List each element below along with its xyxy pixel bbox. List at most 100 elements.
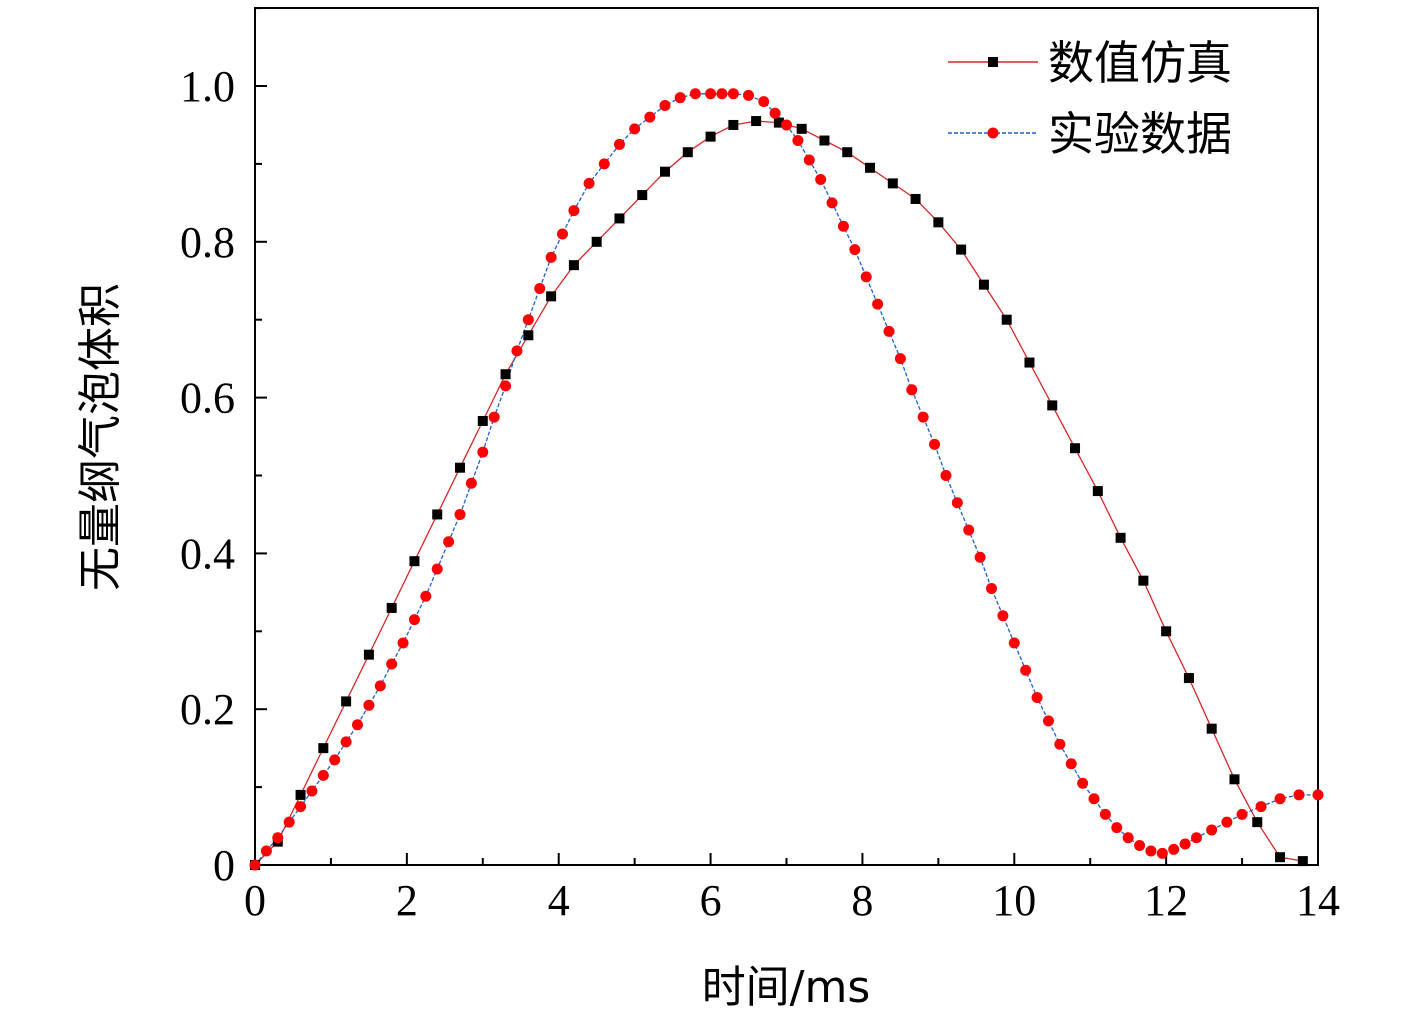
data-point-series-1 [728, 119, 739, 130]
legend-label-1: 数值仿真 [1048, 36, 1232, 90]
data-point-series-1 [637, 190, 648, 201]
data-point-series-2 [408, 614, 420, 626]
data-point-series-1 [819, 135, 830, 146]
lines-layer [254, 93, 1318, 866]
data-point-series-2 [689, 88, 701, 100]
data-point-series-1 [295, 789, 306, 800]
data-point-series-2 [769, 107, 781, 119]
data-point-series-2 [674, 92, 686, 104]
data-point-series-2 [583, 177, 595, 189]
data-point-series-2 [803, 154, 815, 166]
data-point-series-1 [318, 743, 329, 754]
data-point-series-2 [522, 314, 534, 326]
data-point-series-1 [363, 649, 374, 660]
data-point-series-1 [978, 279, 989, 290]
data-point-series-2 [1255, 801, 1267, 813]
data-point-series-2 [727, 88, 739, 100]
data-point-series-2 [454, 508, 466, 520]
y-tick-label: 0 [213, 841, 235, 890]
data-point-series-1 [682, 147, 693, 158]
data-point-series-2 [1191, 832, 1203, 844]
data-point-series-1 [1001, 314, 1012, 325]
data-point-series-2 [849, 244, 861, 256]
data-point-series-2 [705, 88, 717, 100]
data-point-series-2 [465, 477, 477, 489]
data-point-series-1 [865, 162, 876, 173]
data-point-series-1 [842, 147, 853, 158]
data-point-series-1 [1024, 357, 1035, 368]
data-point-series-1 [660, 166, 671, 177]
data-point-series-2 [329, 754, 341, 766]
series-line-2 [254, 93, 1318, 866]
y-tick-label: 0.8 [180, 218, 235, 267]
data-point-series-2 [1008, 637, 1020, 649]
data-point-series-2 [534, 283, 546, 295]
data-point-series-2 [374, 680, 386, 692]
data-point-series-1 [773, 117, 784, 128]
data-point-series-1 [1275, 852, 1286, 863]
data-point-series-1 [614, 213, 625, 224]
data-point-series-1 [591, 236, 602, 247]
data-point-series-2 [1145, 845, 1157, 857]
data-point-series-2 [340, 736, 352, 748]
data-point-series-2 [826, 197, 838, 209]
data-point-series-2 [557, 228, 569, 240]
data-point-series-1 [933, 217, 944, 228]
data-point-series-1 [477, 415, 488, 426]
y-tick-label: 0.6 [180, 374, 235, 423]
data-point-series-2 [283, 816, 295, 828]
legend-label-2: 实验数据 [1048, 107, 1232, 161]
data-point-series-2 [1134, 840, 1146, 852]
data-point-series-2 [1065, 758, 1077, 770]
x-tick-label: 12 [1144, 876, 1188, 925]
data-point-series-2 [837, 220, 849, 232]
data-point-series-2 [743, 89, 755, 101]
data-point-series-2 [1293, 789, 1305, 801]
data-point-series-2 [397, 637, 409, 649]
data-point-series-2 [352, 719, 364, 731]
y-tick-label: 0.4 [180, 529, 235, 578]
y-tick-label: 1.0 [180, 62, 235, 111]
data-point-series-1 [1070, 443, 1081, 454]
data-point-series-2 [598, 158, 610, 170]
data-point-series-2 [860, 271, 872, 283]
data-point-series-1 [887, 178, 898, 189]
data-point-series-2 [363, 699, 375, 711]
data-point-series-1 [409, 556, 420, 567]
data-point-series-2 [613, 138, 625, 150]
data-point-series-2 [488, 411, 500, 423]
data-point-series-2 [431, 563, 443, 575]
data-point-series-2 [1099, 808, 1111, 820]
data-point-series-2 [443, 536, 455, 548]
data-point-series-2 [386, 658, 398, 670]
data-point-series-2 [883, 325, 895, 337]
data-point-series-1 [455, 462, 466, 473]
data-point-series-2 [317, 769, 329, 781]
markers-layer [249, 88, 1324, 871]
data-point-series-2 [1168, 843, 1180, 855]
data-point-series-2 [872, 298, 884, 310]
data-point-series-2 [511, 345, 523, 357]
data-point-series-2 [1274, 793, 1286, 805]
data-point-series-2 [974, 551, 986, 563]
data-point-series-1 [386, 602, 397, 613]
data-point-series-1 [523, 330, 534, 341]
x-tick-label: 14 [1296, 876, 1340, 925]
data-point-series-1 [1115, 532, 1126, 543]
data-point-series-2 [1236, 808, 1248, 820]
data-point-series-1 [546, 291, 557, 302]
data-point-series-2 [894, 353, 906, 365]
data-point-series-2 [963, 524, 975, 536]
data-point-series-2 [1156, 847, 1168, 859]
x-tick-label: 4 [548, 876, 570, 925]
data-point-series-2 [792, 135, 804, 147]
data-point-series-1 [1252, 817, 1263, 828]
data-point-series-2 [758, 96, 770, 108]
data-point-series-2 [1020, 664, 1032, 676]
data-point-series-2 [917, 411, 929, 423]
data-point-series-2 [906, 384, 918, 396]
data-point-series-1 [1047, 400, 1058, 411]
x-tick-label: 10 [992, 876, 1036, 925]
data-point-series-2 [1111, 822, 1123, 834]
x-axis-title: 时间/ms [702, 962, 871, 1013]
